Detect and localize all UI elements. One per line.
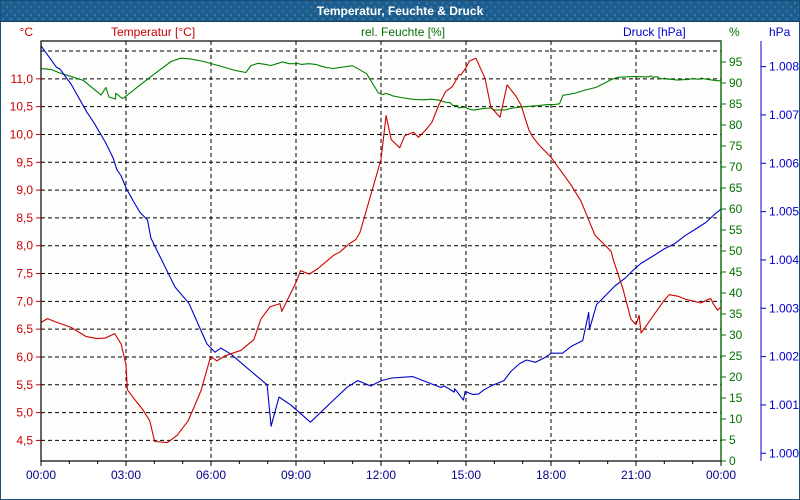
svg-text:9,0: 9,0	[16, 183, 33, 197]
svg-text:1.004: 1.004	[769, 253, 799, 267]
svg-text:09:00: 09:00	[281, 468, 311, 481]
svg-text:50: 50	[729, 244, 743, 258]
svg-text:12:00: 12:00	[366, 468, 396, 481]
svg-text:03:00: 03:00	[111, 468, 141, 481]
svg-text:1.007: 1.007	[769, 108, 799, 122]
svg-text:0: 0	[729, 454, 736, 468]
svg-text:4,5: 4,5	[16, 433, 33, 447]
svg-text:1.006: 1.006	[769, 156, 799, 170]
svg-text:30: 30	[729, 328, 743, 342]
svg-text:8,5: 8,5	[16, 211, 33, 225]
svg-text:35: 35	[729, 307, 743, 321]
svg-text:60: 60	[729, 202, 743, 216]
svg-text:10,5: 10,5	[10, 100, 34, 114]
svg-text:9,5: 9,5	[16, 155, 33, 169]
svg-text:1.003: 1.003	[769, 301, 799, 315]
svg-text:70: 70	[729, 160, 743, 174]
svg-text:15: 15	[729, 391, 743, 405]
svg-text:5: 5	[729, 433, 736, 447]
svg-text:1.000: 1.000	[769, 446, 799, 460]
svg-text:hPa: hPa	[769, 25, 791, 39]
svg-text:%: %	[729, 25, 740, 39]
svg-text:21:00: 21:00	[621, 468, 651, 481]
svg-text:85: 85	[729, 97, 743, 111]
svg-text:45: 45	[729, 265, 743, 279]
svg-text:1.005: 1.005	[769, 205, 799, 219]
svg-text:7,5: 7,5	[16, 267, 33, 281]
svg-text:1.002: 1.002	[769, 350, 799, 364]
svg-text:25: 25	[729, 349, 743, 363]
svg-text:40: 40	[729, 286, 743, 300]
svg-text:20: 20	[729, 370, 743, 384]
svg-text:11,0: 11,0	[11, 72, 34, 86]
svg-text:°C: °C	[20, 25, 34, 39]
svg-text:6,0: 6,0	[16, 350, 33, 364]
svg-text:00:00: 00:00	[706, 468, 736, 481]
svg-text:18:00: 18:00	[536, 468, 566, 481]
svg-text:7,0: 7,0	[16, 294, 33, 308]
svg-text:55: 55	[729, 223, 743, 237]
svg-text:65: 65	[729, 181, 743, 195]
svg-text:15:00: 15:00	[451, 468, 481, 481]
svg-text:1.008: 1.008	[769, 60, 799, 74]
svg-text:80: 80	[729, 118, 743, 132]
svg-text:75: 75	[729, 139, 743, 153]
svg-text:5,0: 5,0	[16, 406, 33, 420]
svg-text:10: 10	[729, 412, 743, 426]
svg-text:90: 90	[729, 76, 743, 90]
svg-text:8,0: 8,0	[16, 239, 33, 253]
svg-text:00:00: 00:00	[26, 468, 56, 481]
svg-text:6,5: 6,5	[16, 322, 33, 336]
svg-text:1.001: 1.001	[769, 398, 799, 412]
svg-text:95: 95	[729, 55, 743, 69]
svg-text:10,0: 10,0	[10, 127, 34, 141]
svg-text:5,5: 5,5	[16, 378, 33, 392]
svg-text:06:00: 06:00	[196, 468, 226, 481]
